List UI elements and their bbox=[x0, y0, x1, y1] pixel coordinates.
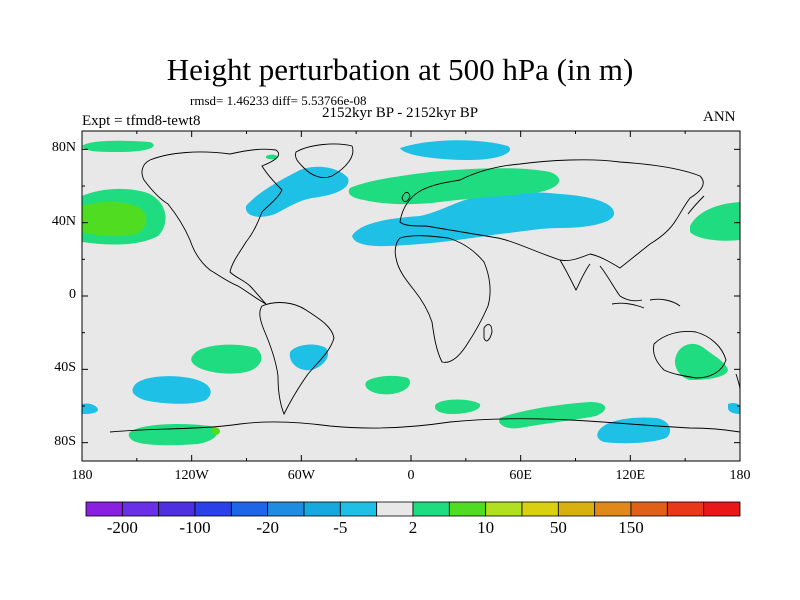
anomaly-contours bbox=[82, 140, 740, 446]
stats-text: rmsd= 1.46233 diff= 5.53766e-08 bbox=[190, 93, 367, 108]
lon-label: 120W bbox=[174, 468, 209, 483]
green-lime-antarctic bbox=[212, 427, 220, 435]
colorbar-swatch bbox=[703, 501, 741, 517]
colorbar-swatch bbox=[194, 501, 232, 517]
colorbar-swatch bbox=[521, 501, 559, 517]
green-south-atlantic bbox=[365, 375, 411, 395]
colorbar-swatch bbox=[485, 501, 523, 517]
lat-label: 80S bbox=[54, 433, 76, 449]
colorbar-swatch bbox=[267, 501, 305, 517]
lat-label: 40S bbox=[54, 360, 76, 376]
cyan-southern-indian bbox=[597, 417, 671, 444]
lat-label: 80N bbox=[51, 140, 76, 156]
colorbar-swatch bbox=[376, 501, 414, 517]
colorbar-label: -100 bbox=[179, 518, 211, 537]
colorbar-swatch bbox=[448, 501, 487, 517]
colorbar-label: -5 bbox=[333, 518, 348, 537]
cyan-arctic bbox=[400, 140, 511, 160]
lon-label: 60E bbox=[509, 468, 532, 483]
colorbar-swatch bbox=[158, 501, 196, 517]
season-label: ANN bbox=[703, 109, 736, 125]
colorbar-label: -20 bbox=[256, 518, 279, 537]
lime-north-pacific-core bbox=[82, 201, 147, 237]
colorbar-swatch bbox=[594, 501, 632, 517]
cyan-west-edge-south bbox=[82, 403, 98, 414]
period-text: 2152kyr BP - 2152kyr BP bbox=[322, 105, 479, 121]
page-title: Height perturbation at 500 hPa (in m) bbox=[166, 52, 634, 87]
colorbar-label: 50 bbox=[549, 518, 567, 537]
cyan-south-america bbox=[289, 344, 329, 371]
coastlines bbox=[109, 143, 740, 433]
colorbar-swatch bbox=[121, 501, 160, 517]
lat-label: 40N bbox=[51, 213, 76, 229]
colorbar-label: 2 bbox=[408, 518, 418, 537]
green-south-pacific bbox=[191, 344, 262, 374]
green-north-atlantic bbox=[348, 168, 560, 205]
green-arctic-west bbox=[82, 140, 154, 152]
lon-label: 180 bbox=[71, 468, 93, 483]
colorbar-swatch bbox=[230, 501, 269, 517]
colorbar-label: -200 bbox=[106, 518, 138, 537]
lon-label: 60W bbox=[287, 468, 315, 483]
green-australia bbox=[674, 343, 728, 380]
experiment-label: Expt = tfmd8-tewt8 bbox=[82, 113, 201, 129]
colorbar-swatch bbox=[412, 501, 450, 517]
colorbar-swatch bbox=[557, 501, 596, 517]
colorbar-label: 150 bbox=[618, 518, 644, 537]
colorbar-swatch bbox=[666, 501, 705, 517]
cyan-north-america bbox=[245, 166, 349, 217]
cyan-eurasia bbox=[352, 192, 615, 247]
colorbar-swatch bbox=[303, 501, 341, 517]
colorbar-swatch bbox=[339, 501, 378, 517]
lon-label: 180 bbox=[729, 468, 751, 483]
colorbar-swatch bbox=[85, 501, 123, 517]
green-arctic-small bbox=[266, 154, 278, 160]
lon-label: 0 bbox=[407, 468, 415, 483]
green-east-edge-north bbox=[690, 202, 740, 241]
colorbar-label: 10 bbox=[477, 518, 495, 537]
colorbar-swatch bbox=[630, 501, 668, 517]
lon-label: 120E bbox=[615, 468, 646, 483]
green-south-atlantic-2 bbox=[434, 399, 481, 414]
green-southern-ocean bbox=[499, 402, 606, 429]
cyan-south-pacific bbox=[132, 376, 211, 404]
axis-ticks bbox=[81, 131, 741, 461]
lat-label: 0 bbox=[69, 287, 76, 302]
colorbar bbox=[85, 501, 741, 517]
